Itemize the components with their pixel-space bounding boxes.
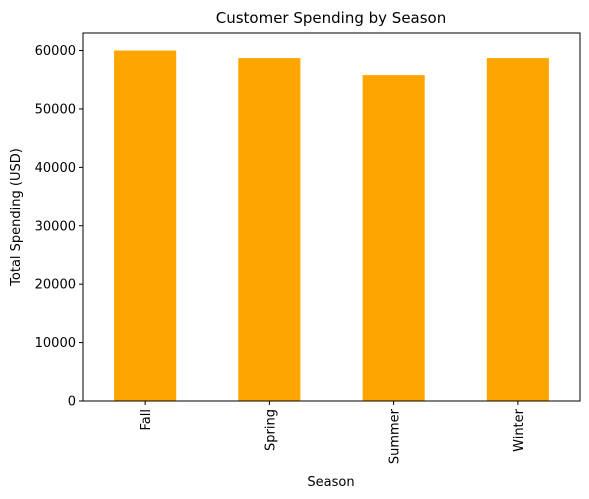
x-axis: Fall Spring Summer Winter [139,401,527,464]
chart-title: Customer Spending by Season [216,9,447,27]
y-tick-label: 20000 [35,278,76,293]
y-tick-label: 0 [68,395,76,410]
plot-frame [82,32,581,402]
y-tick-label: 30000 [35,219,76,234]
bar-fall [114,50,177,401]
y-axis-title: Total Spending (USD) [9,148,24,287]
x-tick-label: Fall [139,409,154,430]
x-tick-label: Summer [388,408,403,464]
bar-spring [238,58,301,401]
y-tick-label: 40000 [35,161,76,176]
y-tick-label: 10000 [35,336,76,351]
x-tick-label: Spring [263,409,278,451]
y-axis: 0 10000 20000 30000 40000 50000 60000 [35,44,83,410]
bar-summer [362,75,425,401]
plot-area [114,50,549,401]
y-tick-label: 60000 [35,44,76,59]
y-tick-label: 50000 [35,102,76,117]
bar-winter [486,58,549,401]
x-axis-title: Season [307,475,354,490]
x-tick-label: Winter [512,408,527,452]
